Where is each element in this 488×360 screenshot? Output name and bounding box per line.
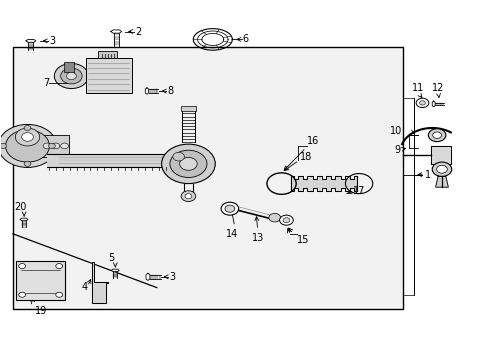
Circle shape <box>169 150 206 177</box>
Circle shape <box>172 152 184 161</box>
Polygon shape <box>430 146 450 164</box>
Bar <box>37 135 69 157</box>
Circle shape <box>24 126 31 131</box>
Circle shape <box>161 144 215 184</box>
Text: 15: 15 <box>296 234 308 244</box>
Text: 20: 20 <box>14 202 26 212</box>
Circle shape <box>279 215 293 225</box>
Text: 14: 14 <box>226 229 238 239</box>
Circle shape <box>427 129 445 141</box>
Circle shape <box>415 98 428 108</box>
Text: 19: 19 <box>35 306 47 315</box>
Text: 17: 17 <box>352 186 365 197</box>
Polygon shape <box>111 30 122 33</box>
Text: 5: 5 <box>108 253 114 263</box>
Polygon shape <box>145 88 148 94</box>
Text: 1: 1 <box>424 170 430 180</box>
Bar <box>180 107 196 111</box>
Circle shape <box>24 161 31 166</box>
Bar <box>16 261 65 300</box>
Polygon shape <box>26 40 36 42</box>
Circle shape <box>15 128 40 146</box>
Circle shape <box>268 213 280 222</box>
Circle shape <box>224 205 234 212</box>
Text: 18: 18 <box>300 152 312 162</box>
Circle shape <box>21 133 33 141</box>
Circle shape <box>181 191 195 202</box>
Circle shape <box>52 143 60 149</box>
Polygon shape <box>435 176 447 187</box>
Text: 16: 16 <box>306 136 319 146</box>
Polygon shape <box>20 218 28 221</box>
Circle shape <box>436 165 447 173</box>
Circle shape <box>184 194 191 199</box>
Text: 9: 9 <box>394 144 400 154</box>
Bar <box>47 154 188 167</box>
Text: 8: 8 <box>167 86 173 96</box>
Circle shape <box>54 63 88 89</box>
Circle shape <box>43 143 51 149</box>
Circle shape <box>48 143 55 148</box>
Text: 3: 3 <box>49 36 56 46</box>
FancyBboxPatch shape <box>13 47 402 309</box>
Circle shape <box>283 218 289 223</box>
Polygon shape <box>111 269 119 272</box>
Bar <box>64 62 74 72</box>
Text: 12: 12 <box>431 83 444 93</box>
Polygon shape <box>431 101 434 107</box>
Circle shape <box>179 157 197 170</box>
Circle shape <box>61 68 82 84</box>
Text: 3: 3 <box>169 272 175 282</box>
Circle shape <box>419 101 425 105</box>
Circle shape <box>56 292 62 297</box>
Text: 11: 11 <box>410 83 423 93</box>
Circle shape <box>431 162 451 176</box>
Circle shape <box>5 130 49 162</box>
Circle shape <box>19 292 25 297</box>
Text: 6: 6 <box>242 35 248 44</box>
Text: 13: 13 <box>251 233 263 243</box>
Polygon shape <box>92 262 108 303</box>
Text: 10: 10 <box>389 126 401 135</box>
Circle shape <box>56 264 62 269</box>
Circle shape <box>221 202 238 215</box>
Text: 2: 2 <box>135 27 141 36</box>
Text: 7: 7 <box>43 78 49 88</box>
Bar <box>98 51 117 58</box>
Polygon shape <box>146 273 150 280</box>
Circle shape <box>0 125 57 167</box>
Circle shape <box>19 264 25 269</box>
Circle shape <box>0 143 6 148</box>
Circle shape <box>66 72 76 80</box>
Text: 4: 4 <box>81 282 87 292</box>
Circle shape <box>61 143 68 149</box>
Bar <box>86 58 132 93</box>
Circle shape <box>432 132 441 138</box>
